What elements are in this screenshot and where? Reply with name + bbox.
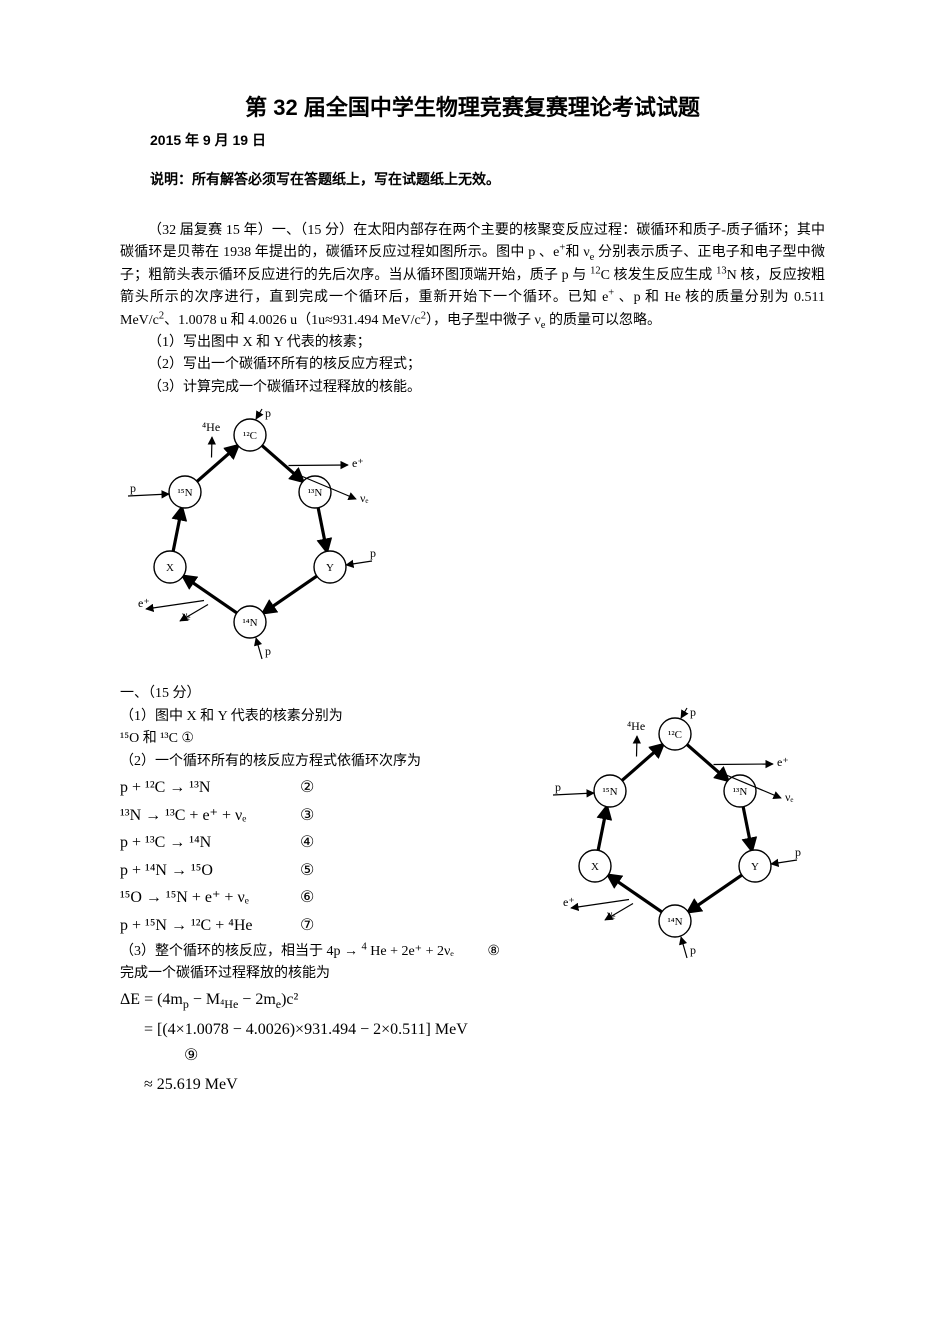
- svg-text:p: p: [555, 780, 561, 794]
- svg-text:p: p: [690, 943, 696, 957]
- answer-3-line2: 完成一个碳循环过程释放的核能为: [120, 963, 525, 985]
- svg-text:Y: Y: [326, 562, 334, 574]
- instruction-text: 说明：所有解答必须写在答题纸上，写在试题纸上无效。: [150, 168, 825, 190]
- page-title: 第 32 届全国中学生物理竞赛复赛理论考试试题: [120, 90, 825, 125]
- reaction-equation: p + ¹³C → ¹⁴N④: [120, 830, 525, 856]
- svg-text:¹³N: ¹³N: [733, 786, 748, 798]
- answer-heading: 一、（15 分）: [120, 683, 825, 705]
- reaction-equation: p + ¹⁵N → ¹²C + ⁴He⑦: [120, 913, 525, 939]
- svg-text:e⁺: e⁺: [352, 456, 364, 470]
- reaction-equation: p + ¹⁴N → ¹⁵O⑤: [120, 858, 525, 884]
- svg-text:νₑ: νₑ: [607, 907, 616, 921]
- a3-a: （3）整个循环的核反应，相当于 4p →: [120, 944, 362, 959]
- cycle-svg-2: ¹²C ¹³N Y ¹⁴N X ¹⁵N p ⁴He e⁺ νₑ p p νₑ e⁺ p: [545, 706, 825, 966]
- answer-block: 一、（15 分） （1）图中 X 和 Y 代表的核素分别为 ¹⁵O 和 ¹³C …: [120, 683, 825, 1099]
- svg-text:e⁺: e⁺: [777, 755, 789, 769]
- svg-text:p: p: [265, 407, 271, 420]
- reaction-equation: ¹³N → ¹³C + e⁺ + νₑ③: [120, 803, 525, 829]
- question-3: （3）计算完成一个碳循环过程释放的核能。: [148, 377, 825, 399]
- exam-date: 2015 年 9 月 19 日: [150, 129, 825, 151]
- cycle-svg-1: ¹²C ¹³N Y ¹⁴N X ¹⁵N p ⁴He e⁺ νₑ p p νₑ e⁺ p: [120, 407, 400, 667]
- answer-1-label: （1）图中 X 和 Y 代表的核素分别为: [120, 706, 525, 728]
- de1c: − 2m: [238, 991, 275, 1008]
- svg-text:X: X: [591, 861, 599, 873]
- intro-g: 、1.0078 u 和 4.0026 u（1u≈931.494 MeV/c: [164, 313, 421, 328]
- svg-text:νₑ: νₑ: [182, 608, 191, 622]
- question-1: （1）写出图中 X 和 Y 代表的核素；: [148, 332, 825, 354]
- reaction-equation: ¹⁵O → ¹⁵N + e⁺ + νₑ⑥: [120, 885, 525, 911]
- intro-i: 的质量可以忽略。: [545, 313, 661, 328]
- svg-text:p: p: [690, 706, 696, 719]
- svg-text:¹³N: ¹³N: [308, 487, 323, 499]
- reaction-equations: p + ¹²C → ¹³N②¹³N → ¹³C + e⁺ + νₑ③p + ¹³…: [120, 773, 525, 941]
- svg-text:¹⁴N: ¹⁴N: [242, 617, 257, 629]
- de2-tag: ⑨: [184, 1047, 198, 1064]
- svg-text:νₑ: νₑ: [785, 790, 794, 804]
- svg-text:p: p: [265, 644, 271, 658]
- problem-statement: （32 届复赛 15 年）一、（15 分）在太阳内部存在两个主要的核聚变反应过程…: [120, 220, 825, 332]
- svg-text:¹²C: ¹²C: [243, 430, 257, 442]
- svg-text:¹⁵N: ¹⁵N: [602, 786, 617, 798]
- svg-text:e⁺: e⁺: [563, 895, 575, 909]
- svg-text:⁴He: ⁴He: [627, 719, 645, 733]
- svg-text:p: p: [370, 546, 376, 560]
- answer-3-label: （3）整个循环的核反应，相当于 4p → 4 He + 2e⁺ + 2νₑ ⑧: [120, 941, 525, 963]
- svg-text:Y: Y: [751, 861, 759, 873]
- svg-text:¹²C: ¹²C: [668, 729, 682, 741]
- a3-tag: ⑧: [487, 944, 500, 959]
- de1-sub-he: ⁴He: [220, 998, 238, 1012]
- answer-2-label: （2）一个循环所有的核反应方程式依循环次序为: [120, 751, 525, 773]
- delta-e-line2: = [(4×1.0078 − 4.0026)×931.494 − 2×0.511…: [144, 1017, 525, 1068]
- svg-text:νₑ: νₑ: [360, 491, 369, 505]
- answer-1-line: ¹⁵O 和 ¹³C ①: [120, 728, 525, 750]
- delta-e-line3: ≈ 25.619 MeV: [144, 1072, 525, 1098]
- svg-text:p: p: [130, 481, 136, 495]
- intro-h: ），电子型中微子 ν: [426, 313, 541, 328]
- de1a: ΔE = (4m: [120, 991, 183, 1008]
- reaction-equation: p + ¹²C → ¹³N②: [120, 775, 525, 801]
- a3-b: He + 2e⁺ + 2νₑ: [367, 944, 454, 959]
- delta-e-line1: ΔE = (4mp − M⁴He − 2me)c²: [120, 987, 525, 1013]
- svg-text:¹⁴N: ¹⁴N: [667, 916, 682, 928]
- de1d: )c²: [281, 991, 298, 1008]
- carbon-cycle-diagram-1: ¹²C ¹³N Y ¹⁴N X ¹⁵N p ⁴He e⁺ νₑ p p νₑ e⁺ p: [120, 407, 825, 675]
- svg-text:¹⁵N: ¹⁵N: [177, 487, 192, 499]
- de1b: − M: [189, 991, 220, 1008]
- carbon-cycle-diagram-2: ¹²C ¹³N Y ¹⁴N X ¹⁵N p ⁴He e⁺ νₑ p p νₑ e⁺ p: [545, 706, 825, 974]
- question-2: （2）写出一个碳循环所有的核反应方程式；: [148, 354, 825, 376]
- svg-text:e⁺: e⁺: [138, 596, 150, 610]
- intro-b: 和 ν: [565, 245, 589, 260]
- svg-text:p: p: [795, 845, 801, 859]
- svg-text:X: X: [166, 562, 174, 574]
- svg-text:⁴He: ⁴He: [202, 420, 220, 434]
- intro-d: C 核发生反应生成: [601, 268, 717, 283]
- de2: = [(4×1.0078 − 4.0026)×931.494 − 2×0.511…: [144, 1021, 467, 1038]
